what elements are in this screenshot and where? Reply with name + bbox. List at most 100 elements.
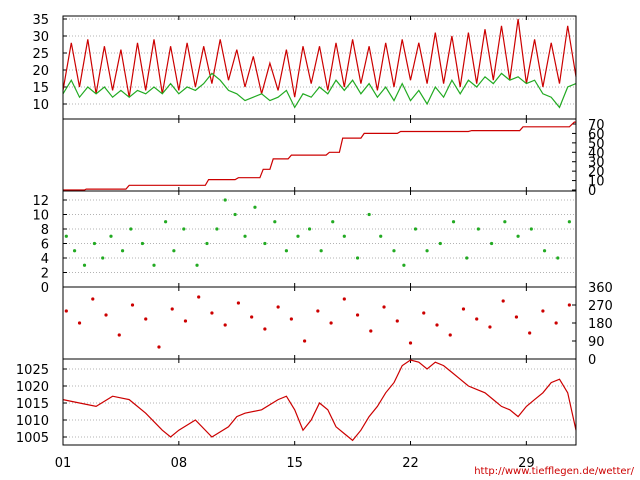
data-point	[529, 227, 533, 231]
x-tick-label: 22	[402, 456, 419, 471]
panel-frame	[62, 15, 577, 120]
data-point	[101, 256, 105, 260]
data-point	[233, 212, 237, 217]
data-point	[329, 321, 333, 325]
data-point	[170, 307, 174, 311]
data-point	[164, 220, 168, 224]
y-tick-label: 50	[588, 137, 605, 152]
data-point	[488, 325, 492, 329]
data-point	[567, 303, 571, 307]
data-point	[422, 311, 426, 315]
data-point	[276, 305, 280, 309]
y-tick-label: 10	[32, 209, 49, 224]
data-point	[197, 295, 201, 299]
data-point	[144, 317, 148, 321]
y-tick-label: 180	[588, 317, 613, 332]
data-point	[501, 299, 505, 303]
data-point	[316, 309, 320, 313]
data-point	[503, 220, 507, 224]
data-point	[355, 313, 360, 317]
panel-wind-direction: 0 90 180 270 360	[62, 281, 613, 368]
data-point	[542, 249, 547, 253]
data-point	[117, 333, 121, 337]
y-tick-label: 8	[41, 223, 49, 238]
data-point	[355, 256, 360, 260]
y-tick-label: 1025	[16, 363, 49, 378]
data-point	[82, 263, 87, 267]
data-point	[319, 249, 323, 253]
data-point	[402, 263, 406, 267]
y-tick-label: 10	[588, 175, 605, 190]
y-tick-label: 0	[588, 184, 596, 199]
data-point	[408, 341, 413, 345]
data-point	[243, 234, 247, 238]
y-tick-label: 0	[41, 281, 49, 296]
y-tick-label: 35	[32, 13, 49, 28]
data-point	[475, 317, 479, 321]
y-tick-label: 10	[32, 98, 49, 113]
data-point	[465, 256, 469, 260]
data-point	[516, 234, 520, 238]
data-point	[556, 256, 560, 260]
y-tick-label: 2	[41, 267, 49, 282]
data-point	[413, 227, 418, 231]
y-tick-label: 1010	[16, 414, 49, 429]
panel-frame	[62, 358, 577, 446]
data-point	[451, 220, 456, 224]
data-point	[172, 249, 176, 253]
data-point	[392, 249, 396, 253]
x-tick-label: 29	[518, 456, 535, 471]
series-line-red	[63, 121, 576, 191]
x-tick-label: 08	[171, 456, 188, 471]
data-point	[263, 327, 267, 331]
data-point	[528, 331, 532, 335]
data-point	[379, 234, 383, 238]
data-point	[307, 227, 312, 231]
panel-pressure: 1005 1010 1015 1020 1025	[16, 358, 577, 446]
data-point	[130, 303, 135, 307]
data-point	[205, 241, 209, 246]
data-point	[303, 339, 307, 343]
data-point	[195, 263, 199, 267]
data-point	[289, 317, 293, 321]
data-point	[461, 307, 466, 311]
data-point	[554, 321, 558, 325]
data-point	[109, 234, 113, 238]
y-tick-label: 25	[32, 47, 49, 62]
y-tick-label: 4	[41, 252, 49, 267]
y-tick-label: 0	[588, 353, 596, 368]
data-point	[236, 301, 241, 305]
data-point	[77, 321, 82, 325]
y-tick-label: 15	[32, 81, 49, 96]
data-point	[104, 313, 108, 317]
data-point	[395, 319, 399, 323]
y-tick-label: 70	[588, 118, 605, 133]
data-point	[425, 249, 429, 253]
data-point	[253, 205, 257, 209]
data-point	[72, 249, 77, 253]
data-point	[129, 227, 133, 231]
y-tick-label: 270	[588, 299, 613, 314]
y-tick-label: 12	[32, 194, 49, 209]
data-point	[342, 297, 346, 301]
x-tick-label: 01	[55, 456, 72, 471]
data-point	[331, 220, 335, 224]
data-point	[183, 319, 188, 323]
y-tick-label: 1015	[16, 397, 49, 412]
series-line-green	[62, 72, 577, 109]
data-point	[435, 323, 439, 327]
data-point	[296, 234, 300, 238]
data-point	[215, 227, 219, 231]
data-point	[92, 241, 97, 246]
data-point	[210, 311, 214, 315]
data-point	[140, 241, 145, 246]
data-point	[120, 249, 125, 253]
y-tick-label: 60	[588, 127, 605, 142]
data-point	[342, 234, 346, 238]
credit-url-label: http://www.tiefflegen.de/wetter/	[474, 466, 634, 477]
data-point	[64, 234, 68, 238]
data-point	[273, 220, 277, 224]
